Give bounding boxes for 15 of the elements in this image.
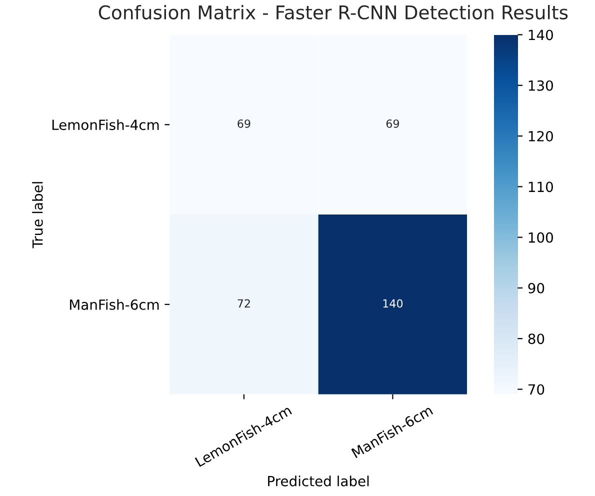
data-label: 140: [383, 299, 403, 308]
data-label: 69: [386, 119, 399, 128]
y-axis-title: True label: [32, 182, 43, 248]
data-label: 69: [238, 119, 250, 128]
chart-title: Confusion Matrix - Faster R-CNN Detection Results: [98, 4, 568, 20]
color-bar-label: 140: [528, 30, 553, 40]
color-bar-label: 70: [528, 384, 544, 395]
color-bar-label: 100: [528, 232, 553, 243]
data-label: 72: [238, 299, 250, 308]
x-axis-title: Predicted label: [268, 476, 369, 486]
color-bar-label: 130: [528, 80, 553, 91]
color-bar-label: 90: [528, 282, 544, 294]
color-bar-label: 120: [528, 130, 553, 142]
color-bar-label: 80: [528, 334, 544, 344]
color-bar-label: 110: [528, 182, 553, 192]
